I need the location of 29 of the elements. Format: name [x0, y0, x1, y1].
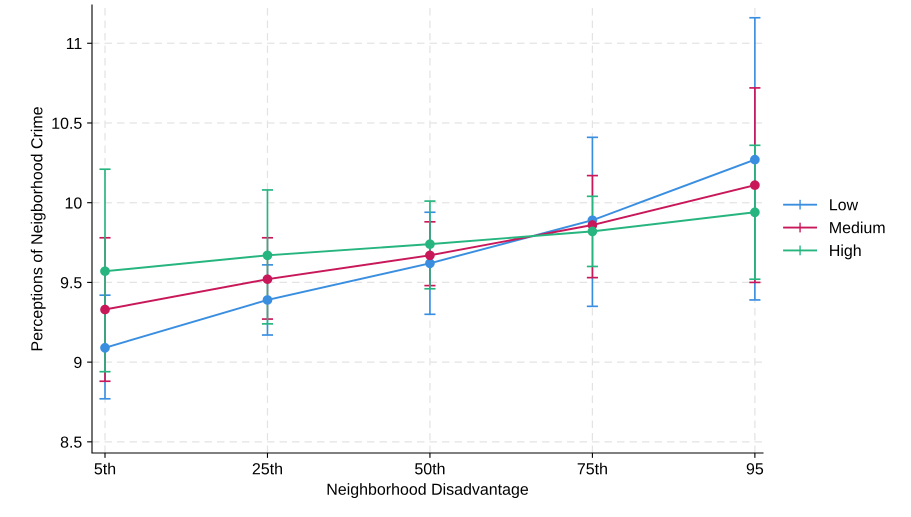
point [262, 295, 272, 305]
y-axis-title: Perceptions of Neigborhood Crime [30, 107, 46, 350]
y-tick-label: 10 [66, 197, 82, 209]
x-tick-label: 95 [746, 463, 764, 474]
point [425, 250, 435, 260]
x-tick-label: 25th [252, 462, 282, 474]
point [750, 207, 760, 218]
x-tick-label: 50th [415, 462, 444, 474]
point [262, 274, 272, 284]
y-tick-label: 9.5 [60, 277, 82, 288]
x-axis-title: Neighborhood Disadvantage [328, 483, 528, 498]
y-tick-label: 10.5 [52, 118, 82, 129]
y-tick-label: 11 [66, 38, 82, 50]
point [425, 239, 435, 250]
point [588, 226, 598, 236]
point [100, 342, 110, 353]
legend-label: Medium [830, 222, 885, 234]
y-tick-label: 9 [74, 356, 82, 368]
point [262, 250, 272, 260]
legend-label: Low [830, 199, 858, 210]
point [750, 180, 760, 190]
y-tick-label: 8.5 [60, 436, 82, 448]
point [100, 266, 110, 276]
x-tick-label: 75th [578, 462, 607, 474]
point [100, 304, 110, 314]
point [750, 154, 760, 165]
point [425, 258, 435, 268]
legend-label: High [830, 244, 861, 260]
x-tick-label: 5th [94, 462, 116, 474]
